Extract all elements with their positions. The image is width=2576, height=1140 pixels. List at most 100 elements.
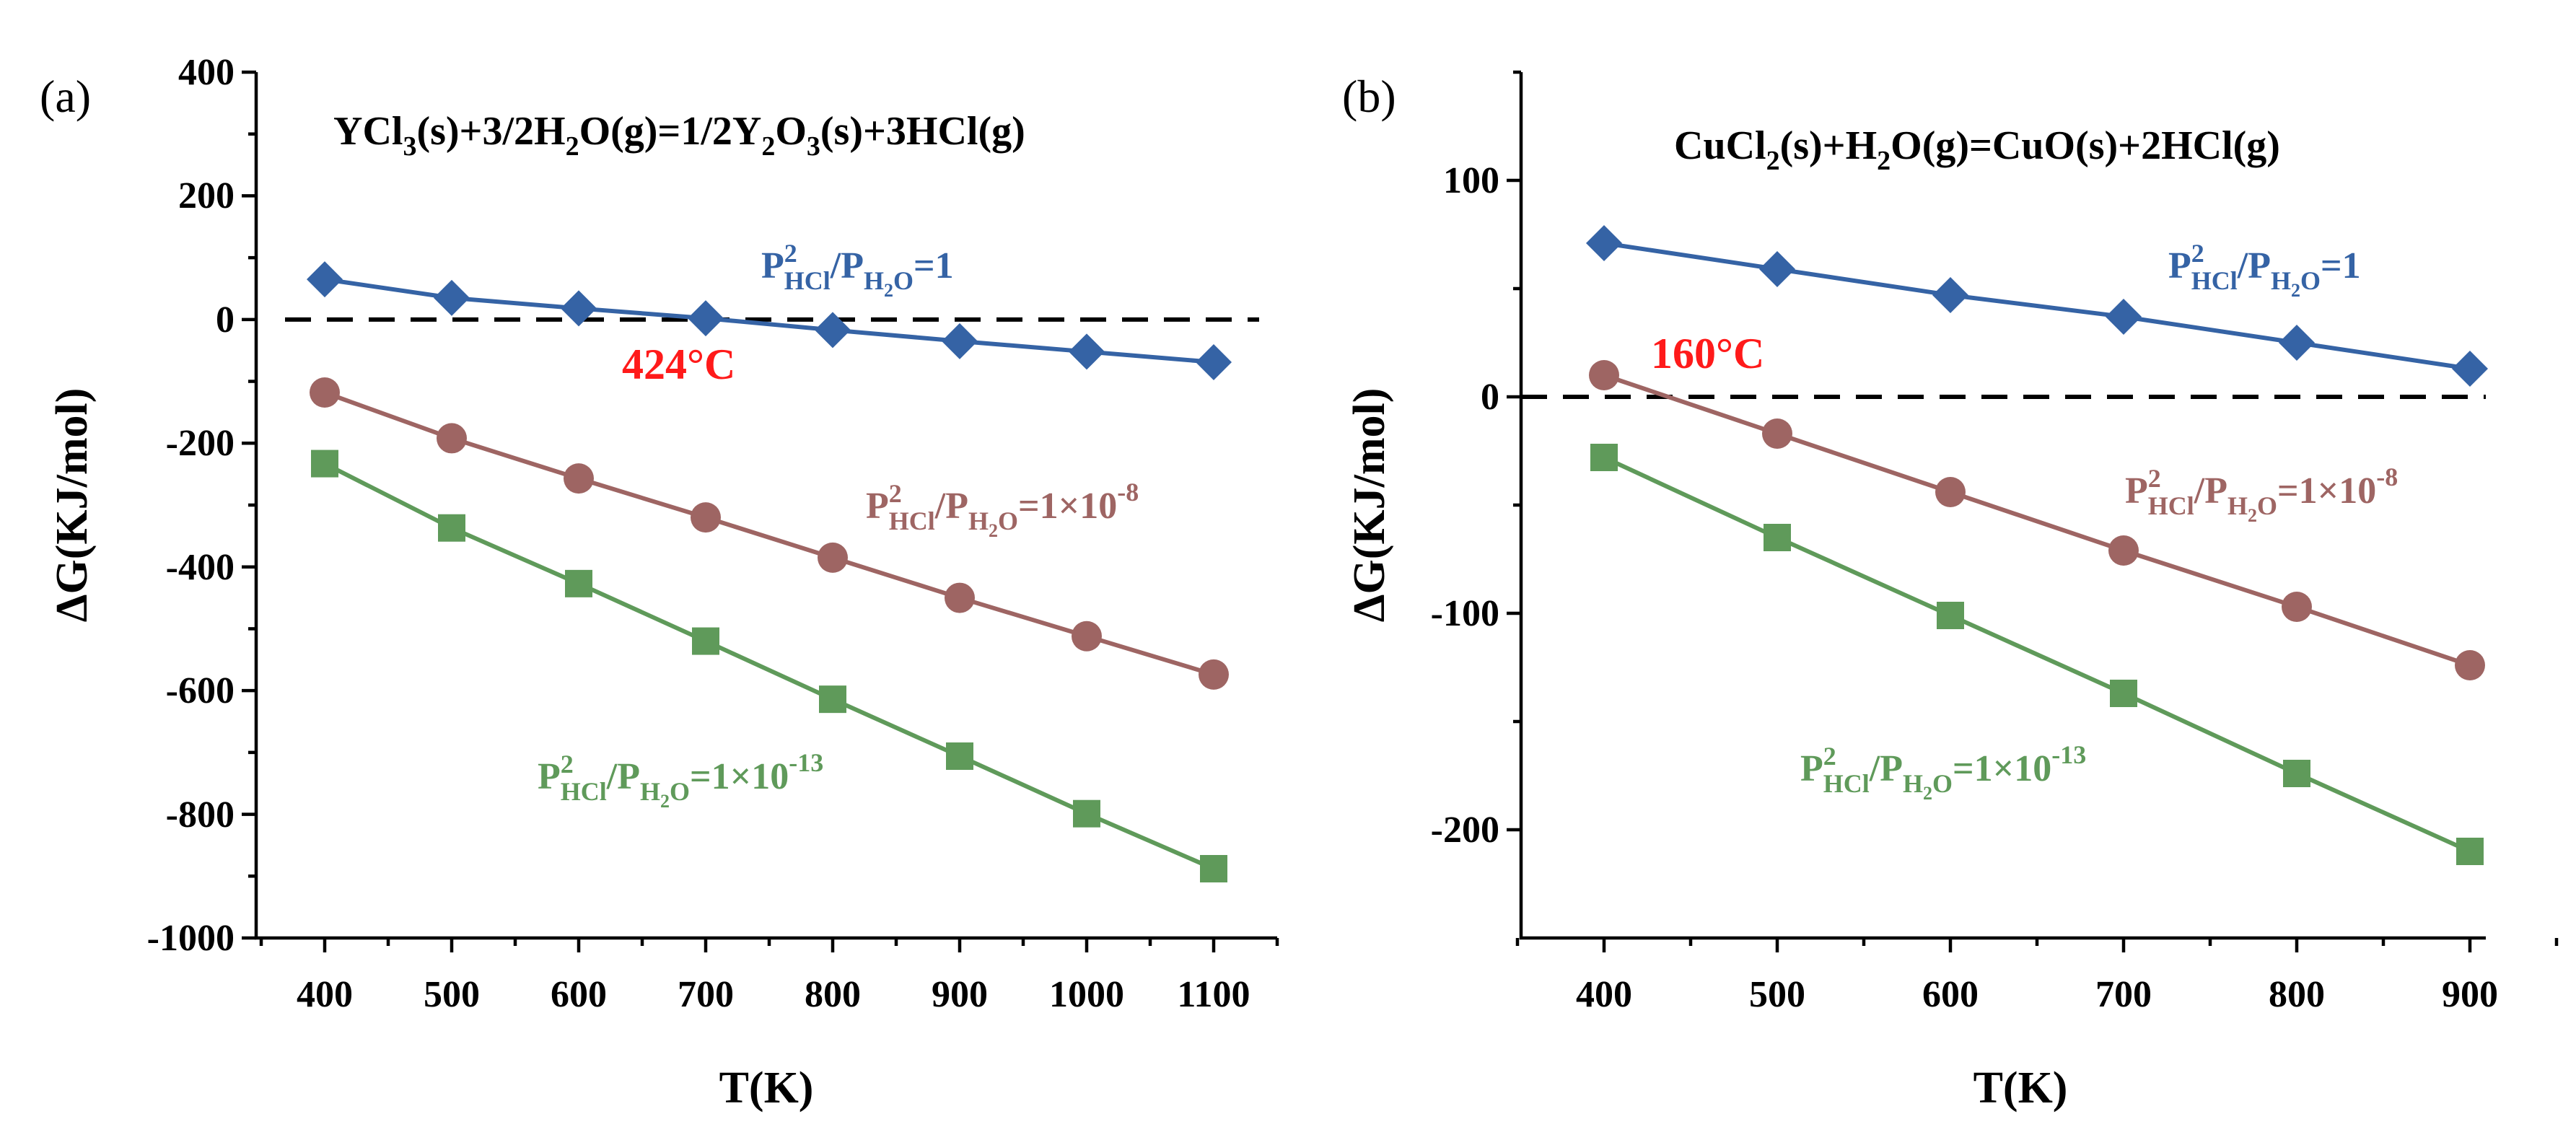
series-2-point	[945, 582, 975, 613]
panel-a-ytick-label: -1000	[147, 918, 235, 959]
panel-a-xtick-label: 400	[297, 974, 353, 1015]
panel-a-series	[307, 261, 1232, 882]
panel-a-xtick-label: 800	[805, 974, 861, 1015]
panel-a-ytick-label: -400	[166, 547, 235, 588]
panel-a-xtick-label: 1000	[1049, 974, 1124, 1015]
series-2-point	[1589, 360, 1619, 390]
panel-b-xtick-label: 900	[2442, 974, 2498, 1015]
panel-b-xtick-label: 800	[2269, 974, 2325, 1015]
panel-a-series-label-2: P2 HCl/PH2O=1×10-8	[866, 478, 1139, 541]
series-2-line	[1603, 373, 2471, 667]
series-2-line	[323, 390, 1214, 677]
panel-b-series-label-2: P2 HCl/PH2O=1×10-8	[2125, 462, 2398, 526]
series-1-point	[815, 312, 851, 348]
series-3-point	[1590, 444, 1618, 471]
panel-b-y-ticks	[1507, 70, 1521, 832]
series-2-point	[437, 423, 467, 454]
panel-a-crossover-annotation: 424°C	[622, 341, 735, 388]
panel-b-ytick-label: -100	[1431, 593, 1499, 634]
panel-a-xtick-label: 500	[424, 974, 480, 1015]
series-1-line	[324, 277, 1214, 364]
series-2-point	[310, 377, 340, 408]
series-1-point	[1759, 251, 1795, 287]
series-2-point	[1935, 477, 1966, 507]
panel-b-ytick-label: 0	[1481, 377, 1499, 418]
series-1-point	[1069, 333, 1105, 370]
series-2-point	[1762, 418, 1792, 449]
panel-a-xlabel: T(K)	[719, 1064, 814, 1113]
series-3-point	[819, 685, 846, 714]
series-2-point	[564, 463, 594, 494]
series-1-point	[1932, 277, 1968, 313]
panel-b: (b) CuCl2(s)+H2O(g)=CuO(s)+2HCl(g) 100 0…	[1342, 70, 2559, 1113]
panel-b-title: CuCl2(s)+H2O(g)=CuO(s)+2HCl(g)	[1674, 123, 2280, 176]
panel-b-label: (b)	[1342, 71, 1396, 122]
series-3-point	[2110, 680, 2137, 707]
panel-b-x-ticks	[1515, 938, 2559, 952]
series-2-point	[1199, 659, 1229, 690]
panel-a-xtick-label: 600	[551, 974, 607, 1015]
panel-a-series-label-1: P2 HCl/PH2O=1	[761, 239, 954, 301]
series-3-point	[1937, 602, 1964, 629]
series-3-point	[438, 514, 465, 542]
panel-a-xtick-label: 700	[678, 974, 734, 1015]
panel-b-xtick-label: 400	[1576, 974, 1632, 1015]
series-2-point	[2108, 535, 2139, 566]
panel-a-y-ticks	[242, 70, 256, 940]
panel-a-series-label-3: P2 HCl/PH2O=1×10-13	[538, 748, 823, 812]
series-1-line	[1603, 241, 2471, 371]
series-3-point	[2283, 760, 2310, 787]
panel-b-xtick-label: 700	[2095, 974, 2152, 1015]
panel-b-xtick-label: 500	[1749, 974, 1805, 1015]
series-3-line	[1603, 455, 2471, 854]
series-1-point	[307, 261, 343, 298]
series-2-point	[1072, 621, 1102, 652]
panel-b-axes	[1519, 72, 2486, 940]
panel-a-ytick-label: 200	[178, 175, 235, 216]
series-3-point	[946, 742, 973, 770]
series-3-point	[1200, 855, 1227, 882]
panel-b-series	[1586, 225, 2488, 865]
series-1-point	[1586, 225, 1622, 261]
panel-a: (a) YCl3(s)+3/2H2O(g)=1/2Y2O3(s)+3HCl(g)…	[40, 52, 1279, 1113]
panel-a-ylabel: ΔG(KJ/mol)	[48, 388, 97, 623]
panel-a-label: (a)	[40, 71, 91, 122]
series-2-point	[2282, 592, 2312, 622]
series-3-point	[692, 627, 719, 655]
panel-b-ytick-label: -200	[1431, 810, 1499, 851]
series-1-point	[688, 300, 724, 337]
series-3-line	[323, 461, 1215, 871]
panel-b-ylabel: ΔG(KJ/mol)	[1345, 388, 1394, 623]
series-1-point	[2452, 351, 2488, 387]
panel-a-ytick-label: 400	[178, 52, 235, 93]
series-1-point	[2106, 299, 2142, 335]
panel-b-series-label-3: P2 HCl/PH2O=1×10-13	[1800, 740, 2086, 804]
panel-a-xtick-label: 900	[932, 974, 988, 1015]
series-1-point	[2279, 325, 2315, 361]
series-3-point	[311, 450, 338, 478]
panel-b-crossover-annotation: 160°C	[1651, 330, 1764, 377]
series-1-point	[942, 323, 978, 359]
panel-a-ytick-label: -200	[166, 423, 235, 464]
panel-b-xtick-label: 600	[1922, 974, 1979, 1015]
panel-a-title: YCl3(s)+3/2H2O(g)=1/2Y2O3(s)+3HCl(g)	[333, 109, 1025, 162]
series-3-point	[2456, 838, 2484, 865]
panel-b-xlabel: T(K)	[1973, 1064, 2068, 1113]
panel-a-ytick-label: 0	[216, 299, 235, 341]
panel-b-series-label-1: P2 HCl/PH2O=1	[2168, 239, 2361, 301]
series-1-point	[1196, 344, 1232, 380]
series-3-point	[565, 569, 592, 597]
series-3-point	[1073, 799, 1100, 828]
series-2-point	[691, 502, 721, 533]
panel-a-x-ticks	[259, 938, 1279, 952]
panel-a-xtick-label: 1100	[1177, 974, 1250, 1015]
series-1-point	[561, 290, 597, 327]
series-1-point	[434, 279, 470, 316]
series-3-point	[1764, 524, 1791, 551]
panel-b-ytick-label: 100	[1443, 160, 1499, 201]
panel-a-ytick-label: -800	[166, 794, 235, 836]
panel-a-ytick-label: -600	[166, 670, 235, 711]
series-2-point	[2455, 650, 2485, 680]
series-2-point	[818, 542, 848, 573]
